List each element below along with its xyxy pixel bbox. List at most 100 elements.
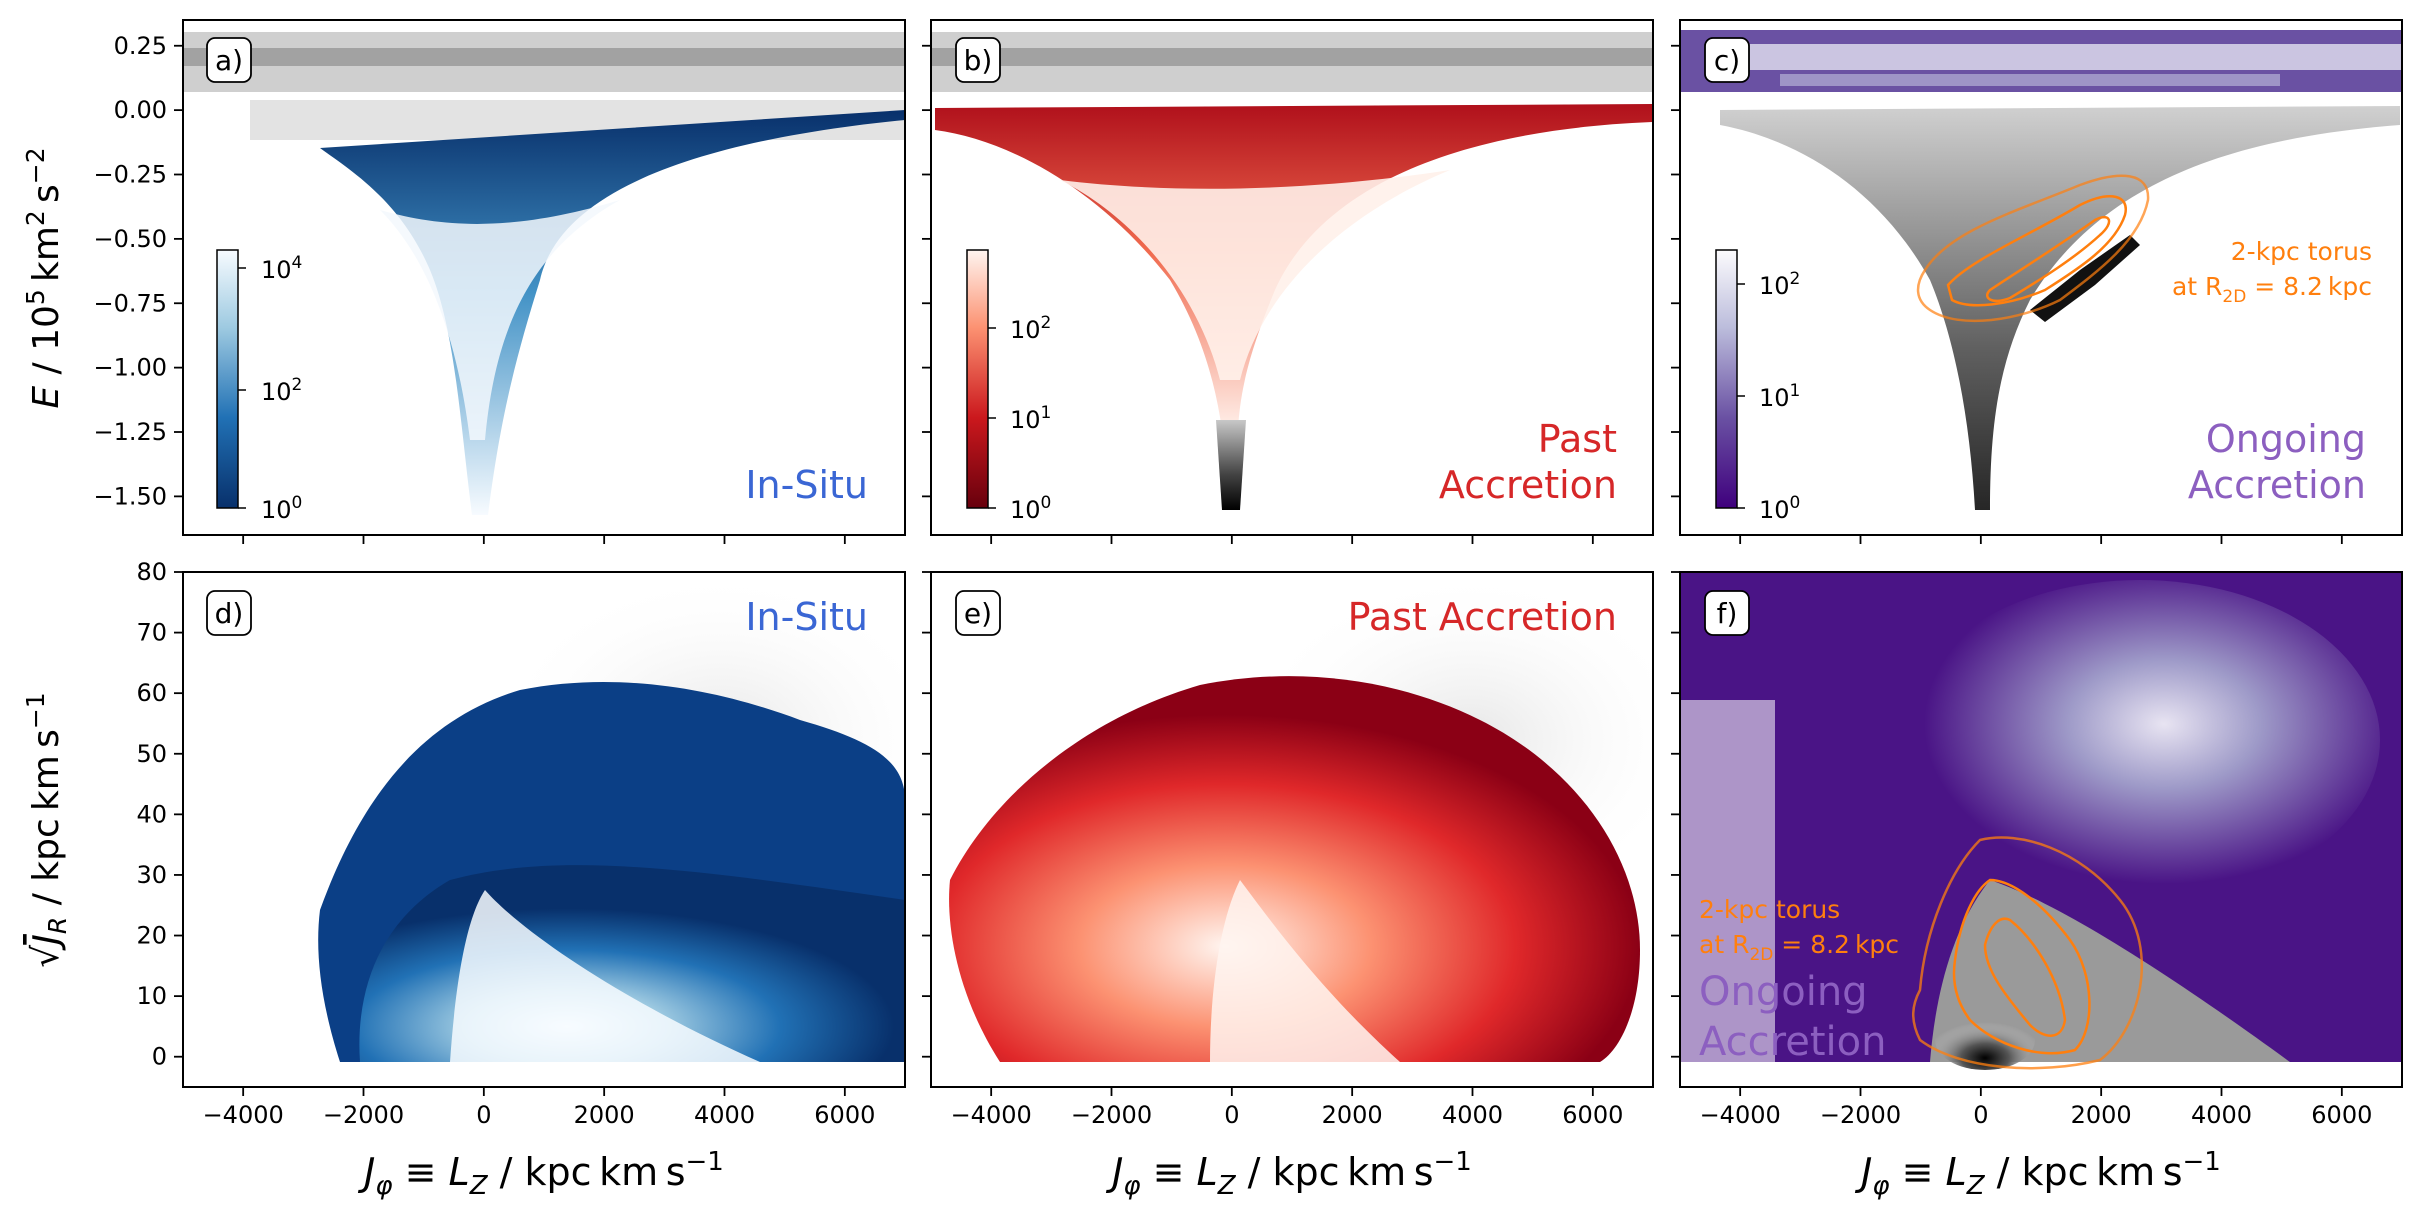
axes-frame <box>182 19 906 536</box>
bottom-y-axis-label: √JR / kpc km s−1 <box>21 692 72 967</box>
panel-f-action-ongoing-accretion: −4000 −2000 0 2000 4000 6000 f) 2-kpc torus a… <box>1671 571 2403 1129</box>
component-label: In-Situ <box>745 463 868 507</box>
y-tick-label: 0 <box>152 1043 167 1071</box>
x-tick-label: 0 <box>476 1101 491 1129</box>
x-tick-label: −4000 <box>203 1101 284 1129</box>
y-tick-label: 60 <box>136 679 167 707</box>
torus-annotation-line1: 2-kpc torus <box>1699 895 1840 924</box>
x-tick-label: 6000 <box>814 1101 875 1129</box>
colorbar-tick-label: 104 <box>261 253 302 284</box>
component-label-line1: Ongoing <box>2206 417 2366 461</box>
panel-e-action-past-accretion: −4000 −2000 0 2000 4000 6000 e) Past Accretio… <box>922 571 1654 1129</box>
y-tick-label: 0.00 <box>114 96 167 124</box>
y-tick-label: 40 <box>136 800 167 828</box>
tick-labels: −4000 −2000 0 2000 4000 6000 0 10 20 30 40 50 60 70 80 <box>136 558 875 1129</box>
axes-frame <box>182 571 906 1088</box>
colorbar-tick-label: 100 <box>261 493 302 524</box>
panel-letter: b) <box>964 44 993 77</box>
y-tick-label: 50 <box>136 740 167 768</box>
component-label-line1: Past <box>1538 417 1617 461</box>
x-axis-label: Jφ ≡ LZ / kpc km s−1 <box>1105 1147 1472 1201</box>
colorbar-tick-label: 102 <box>1759 269 1800 300</box>
colorbar-tick-label: 101 <box>1759 381 1800 412</box>
panel-letter: f) <box>1717 597 1738 630</box>
grey-band-dark <box>931 48 1653 66</box>
panel-c-energy-ongoing-accretion: c) 2-kpc torus at R2D = 8.2 kpc Ongoing … <box>1671 19 2403 544</box>
panel-letter-badge: e) <box>955 590 1001 636</box>
component-label-line2: Accretion <box>2188 463 2366 507</box>
torus-annotation-line1: 2-kpc torus <box>2231 237 2372 266</box>
top-y-axis-label: E / 105 km2 s−2 <box>21 147 67 408</box>
component-label: Past Accretion <box>1348 595 1617 639</box>
black-dense-tip <box>1216 420 1246 510</box>
x-tick-label: 4000 <box>2191 1101 2252 1129</box>
x-tick-label: 2000 <box>574 1101 635 1129</box>
y-tick-label: −1.50 <box>93 482 167 510</box>
grey-energy-background <box>1720 106 2400 510</box>
empty-region-left <box>1680 700 1775 1062</box>
past-accretion-action-distribution <box>949 676 1640 1062</box>
tick-labels: −4000 −2000 0 2000 4000 6000 <box>951 1101 1624 1129</box>
colorbar-tick-label: 100 <box>1010 493 1051 524</box>
in-situ-action-core <box>450 890 760 1062</box>
y-tick-label: −0.50 <box>93 225 167 253</box>
y-tick-label: 30 <box>136 861 167 889</box>
panel-letter-badge: d) <box>206 590 252 636</box>
component-label-line1: Ongoing <box>1699 969 1868 1015</box>
y-tick-label: 20 <box>136 922 167 950</box>
x-tick-label: 6000 <box>2311 1101 2372 1129</box>
x-tick-label: 2000 <box>1322 1101 1383 1129</box>
panel-letter: a) <box>215 44 243 77</box>
panel-letter-badge: c) <box>1704 37 1750 83</box>
tick-labels: −1.50 −1.25 −1.00 −0.75 −0.50 −0.25 0.00 0.25 <box>93 32 167 511</box>
panel-letter: d) <box>215 597 244 630</box>
panel-a-energy-in-situ: −1.50 −1.25 −1.00 −0.75 −0.50 −0.25 0.00 0.25 a… <box>93 19 906 544</box>
component-label-line2: Accretion <box>1699 1019 1886 1065</box>
tick-labels: −4000 −2000 0 2000 4000 6000 <box>1700 1101 2373 1129</box>
colorbar-tick-label: 102 <box>261 375 302 406</box>
panel-d-action-in-situ: −4000 −2000 0 2000 4000 6000 0 10 20 30 40 50 60 70 80… <box>136 558 906 1129</box>
x-tick-label: −2000 <box>323 1101 404 1129</box>
grey-band-dark <box>183 48 905 66</box>
panel-b-energy-past-accretion: b) Past Accretion 100 101 102 <box>922 19 1654 544</box>
y-tick-label: −0.25 <box>93 161 167 189</box>
colorbar-gradient <box>1715 249 1738 509</box>
ticks <box>922 44 1594 544</box>
x-tick-label: 2000 <box>2071 1101 2132 1129</box>
in-situ-energy-distribution <box>320 110 905 515</box>
axes-frame <box>930 571 1654 1088</box>
purple-band-light <box>1740 44 2402 70</box>
component-label-line2: Accretion <box>1439 463 1617 507</box>
y-tick-label: 10 <box>136 982 167 1010</box>
x-axis-label: Jφ ≡ LZ / kpc km s−1 <box>357 1147 724 1201</box>
panel-letter-badge: a) <box>206 37 252 83</box>
torus-contours <box>1916 174 2150 323</box>
x-tick-label: 0 <box>1973 1101 1988 1129</box>
ticks <box>1671 571 2343 1096</box>
component-label: In-Situ <box>745 595 868 639</box>
colorbar: 100 101 102 <box>1715 249 1800 524</box>
black-core <box>1935 1010 2035 1070</box>
panel-letter-badge: f) <box>1704 590 1750 636</box>
colorbar-gradient <box>966 249 989 509</box>
panel-letter: c) <box>1714 44 1740 77</box>
past-accretion-core <box>1060 170 1450 380</box>
panel-letter-badge: b) <box>955 37 1001 83</box>
colorbar-gradient <box>216 249 239 509</box>
colorbar-tick-label: 101 <box>1010 403 1051 434</box>
torus-contours <box>1912 836 2144 1070</box>
grey-dense-action-region <box>1930 880 2290 1062</box>
y-tick-label: 0.25 <box>114 32 167 60</box>
ticks <box>174 571 846 1096</box>
colorbar-tick-label: 102 <box>1010 313 1051 344</box>
x-tick-label: −4000 <box>1700 1101 1781 1129</box>
y-tick-label: 80 <box>136 558 167 586</box>
y-tick-label: −1.00 <box>93 354 167 382</box>
ticks <box>174 44 846 544</box>
ticks <box>1671 44 2343 544</box>
x-tick-label: −4000 <box>951 1101 1032 1129</box>
torus-annotation-line2: at R2D = 8.2 kpc <box>2172 272 2372 307</box>
axes-frame <box>1679 571 2403 1088</box>
x-axis-label: Jφ ≡ LZ / kpc km s−1 <box>1854 1147 2221 1201</box>
